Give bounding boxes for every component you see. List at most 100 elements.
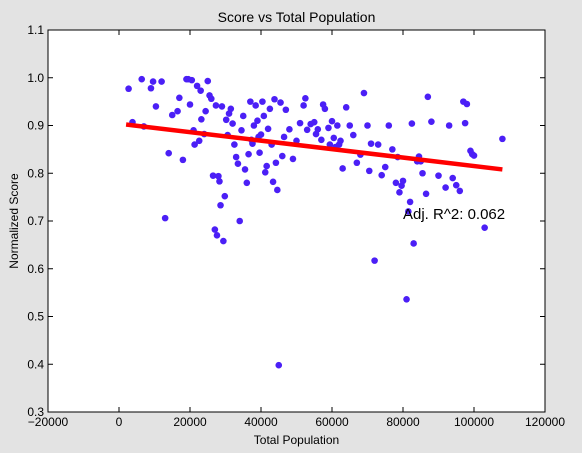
plot-area (48, 30, 545, 412)
data-point (149, 78, 157, 85)
data-point (208, 95, 215, 103)
data-point (310, 118, 318, 126)
data-point (326, 141, 334, 148)
data-point (424, 93, 432, 101)
data-point (339, 165, 346, 172)
data-point (330, 134, 338, 142)
data-point (195, 137, 203, 145)
y-tick-label: 0.5 (27, 310, 44, 324)
data-point (346, 122, 354, 129)
data-point (215, 172, 222, 180)
data-point (125, 85, 132, 93)
chart-title: Score vs Total Population (218, 9, 376, 25)
data-point (193, 82, 201, 90)
data-point (275, 361, 283, 369)
data-point (252, 102, 259, 109)
data-point (264, 125, 272, 133)
data-point (257, 131, 265, 138)
regression-line (125, 122, 503, 172)
data-point (280, 133, 288, 141)
axis-ticks: −20000 0 20000 40000 60000 80000 100000 120000 0… (27, 23, 565, 429)
x-tick-label: 60000 (315, 415, 349, 429)
data-point (274, 186, 281, 194)
data-point (314, 126, 322, 133)
y-tick-label: 0.7 (27, 214, 44, 228)
regression-line-layer (125, 122, 503, 172)
data-point (165, 149, 172, 157)
data-point (342, 104, 350, 111)
data-point (260, 112, 268, 120)
data-point (204, 77, 212, 85)
data-point (138, 75, 146, 83)
data-point (452, 181, 460, 189)
data-point (367, 140, 375, 147)
data-point (234, 160, 242, 167)
data-point (217, 201, 224, 209)
data-point (325, 124, 332, 132)
y-tick-label: 0.6 (27, 262, 44, 276)
y-tick-label: 1.1 (27, 23, 44, 37)
data-point (399, 177, 407, 185)
data-point (385, 122, 393, 129)
data-point (321, 105, 329, 113)
data-point (456, 187, 464, 195)
data-point (188, 76, 196, 84)
data-point (303, 126, 311, 134)
data-point (259, 98, 266, 105)
data-point (481, 224, 488, 231)
data-point (220, 237, 227, 245)
data-point (243, 179, 251, 187)
data-point (238, 126, 245, 134)
data-point (442, 184, 449, 191)
data-point (428, 118, 435, 125)
data-point (419, 169, 426, 177)
data-point (221, 192, 229, 200)
data-point (222, 116, 230, 124)
data-point (277, 99, 284, 106)
data-point (289, 155, 297, 163)
data-point (449, 174, 457, 182)
y-tick-label: 0.8 (27, 166, 44, 180)
data-point (365, 167, 373, 175)
x-tick-label: 120000 (525, 415, 565, 429)
data-point (191, 141, 198, 148)
data-point (202, 107, 209, 115)
data-point (212, 102, 220, 109)
data-point (360, 89, 368, 97)
data-point (405, 208, 412, 215)
data-point (176, 94, 183, 102)
data-point (499, 135, 506, 143)
data-point (272, 159, 280, 167)
y-tick-label: 0.9 (27, 119, 44, 133)
data-point (445, 122, 453, 129)
data-point (232, 153, 240, 161)
y-tick-label: 0.3 (27, 405, 44, 419)
data-point (250, 122, 258, 129)
data-point (371, 257, 378, 264)
data-point (158, 78, 165, 85)
data-point (174, 107, 181, 115)
data-point (266, 105, 274, 113)
data-point (406, 198, 414, 206)
r-squared-annotation: Adj. R^2: 0.062 (403, 206, 505, 223)
data-point (161, 214, 169, 222)
data-point (392, 179, 400, 187)
data-point (318, 136, 325, 144)
data-point (256, 149, 263, 157)
data-point (389, 146, 396, 153)
data-point (328, 117, 336, 125)
data-point (461, 119, 469, 127)
data-point (197, 87, 204, 94)
data-point (302, 94, 309, 102)
data-point (213, 232, 221, 239)
data-point (463, 100, 471, 108)
data-point (231, 141, 238, 148)
data-point (209, 172, 217, 179)
data-point (350, 131, 357, 139)
data-point (229, 120, 236, 127)
data-point (152, 103, 160, 110)
x-tick-label: 40000 (244, 415, 278, 429)
x-tick-label: 80000 (386, 415, 420, 429)
